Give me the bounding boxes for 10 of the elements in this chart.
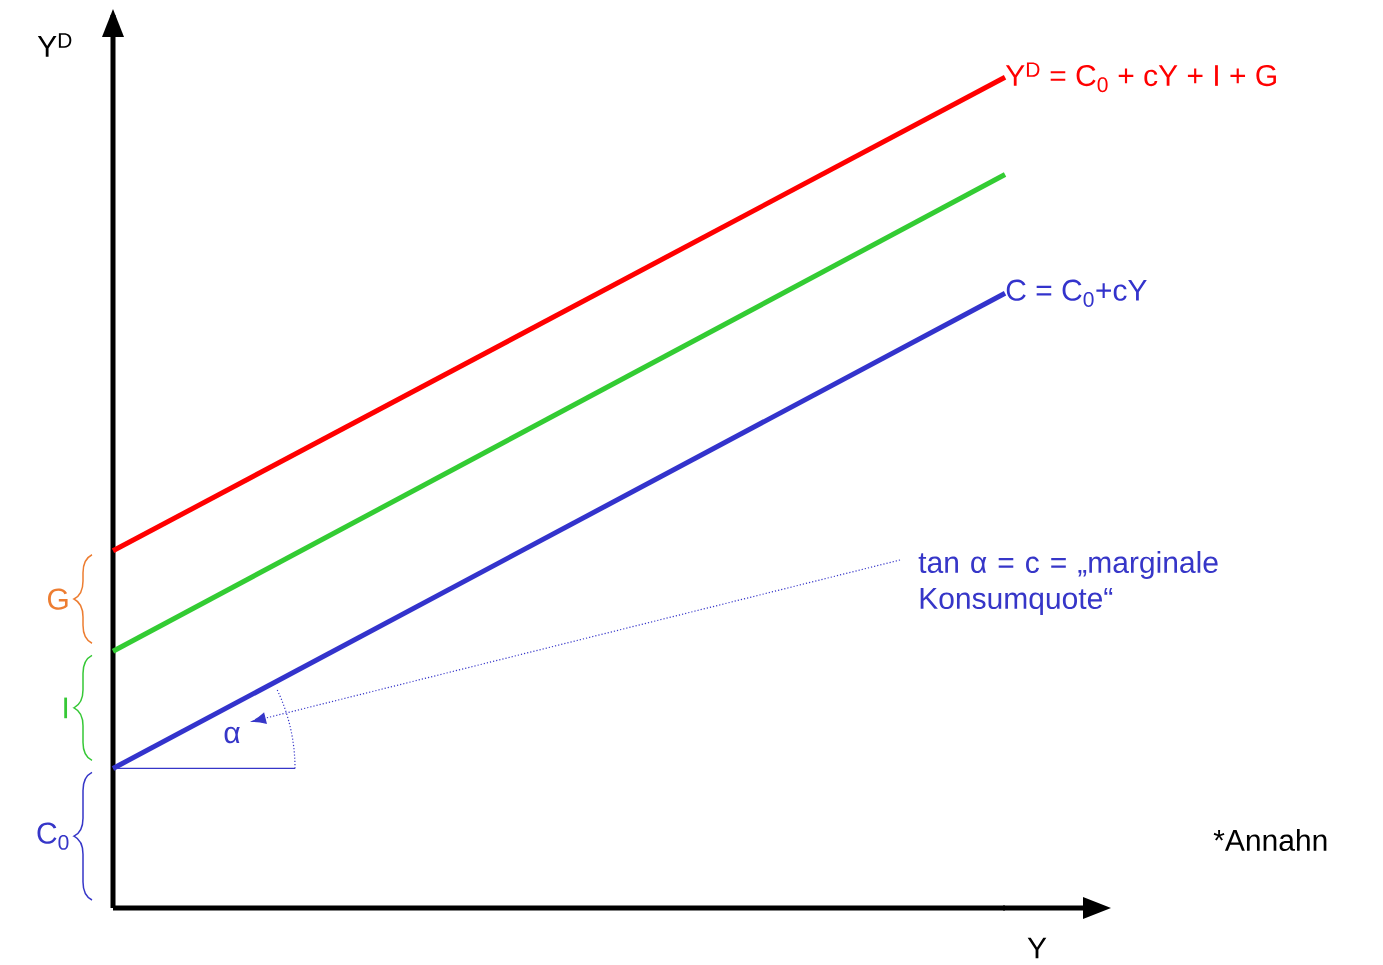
series-label: C = C$_{0}$+cY: [1006, 279, 1147, 307]
annotation: α: [224, 726, 240, 744]
annotation: tan α = c = „marginale Konsumquote“: [918, 551, 1218, 615]
series-label: Y$^{D}$ = C$_{0}$ + cY + I + G: [1005, 62, 1276, 93]
annotation: *Annahn: [1213, 828, 1327, 852]
x-axis-title: Y: [1027, 937, 1047, 959]
annotation: G: [47, 588, 68, 610]
annotation: I: [64, 697, 68, 719]
annotation: C$_{0}$: [37, 822, 69, 850]
y-axis-title: Y$^{D}$: [37, 33, 72, 57]
